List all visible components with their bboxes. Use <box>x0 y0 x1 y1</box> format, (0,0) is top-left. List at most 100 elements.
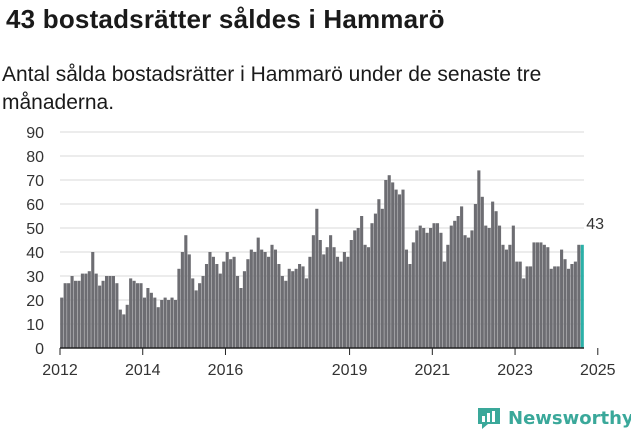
bar <box>446 244 450 348</box>
bar <box>529 266 533 348</box>
bar <box>573 261 577 348</box>
bar <box>108 276 112 348</box>
bar <box>201 276 205 348</box>
bar <box>532 242 536 348</box>
bar <box>194 290 198 348</box>
x-tick-label: 2016 <box>208 362 244 379</box>
bar <box>508 244 512 348</box>
bar <box>329 235 333 348</box>
bar <box>111 276 115 348</box>
bar <box>208 252 212 348</box>
bar <box>263 252 267 348</box>
bar <box>63 283 67 348</box>
x-tick-label: 2014 <box>125 362 161 379</box>
bar <box>553 266 557 348</box>
bar <box>122 314 126 348</box>
bar <box>418 225 422 348</box>
bar <box>270 244 274 348</box>
y-tick-label: 20 <box>26 293 44 310</box>
bar <box>311 235 315 348</box>
bar <box>491 201 495 348</box>
bar <box>346 256 350 348</box>
bar <box>267 256 271 348</box>
bar <box>315 208 319 348</box>
y-axis-ticks: 0 10 20 30 40 50 60 70 80 90 <box>26 125 44 358</box>
bar <box>136 283 140 348</box>
bar <box>435 223 440 348</box>
annotation-label: 43 <box>586 216 604 233</box>
bar <box>94 273 98 348</box>
bar <box>318 240 322 348</box>
bar <box>246 259 250 348</box>
bar <box>484 225 488 348</box>
bar <box>177 268 181 348</box>
bar <box>218 273 222 348</box>
bar <box>160 300 164 348</box>
bar <box>235 276 240 348</box>
bar <box>456 216 460 348</box>
y-tick-label: 70 <box>26 173 44 190</box>
bar <box>542 244 546 348</box>
bar <box>442 261 446 348</box>
bar <box>87 271 91 348</box>
bar <box>463 235 467 348</box>
x-tick-label: 2025 <box>580 362 616 379</box>
bar <box>60 297 64 348</box>
bar <box>432 223 436 348</box>
bar <box>360 216 364 348</box>
bar <box>425 232 429 348</box>
bar <box>373 213 377 348</box>
annotation: 43 <box>586 216 604 233</box>
bar <box>84 273 88 348</box>
bar <box>408 264 412 348</box>
bar <box>363 244 367 348</box>
bar <box>525 266 529 348</box>
bar <box>539 242 543 348</box>
bar <box>325 247 329 348</box>
newsworthy-logo: Newsworthy <box>476 406 631 430</box>
bar <box>473 204 477 348</box>
bar <box>522 278 526 348</box>
bar <box>394 189 398 348</box>
bar <box>366 247 371 348</box>
bar <box>580 244 584 348</box>
bar <box>291 271 295 348</box>
x-tick-label: 2019 <box>332 362 368 379</box>
bar <box>180 252 184 348</box>
bar <box>501 244 505 348</box>
bar <box>391 182 395 348</box>
bar <box>332 247 336 348</box>
bar <box>504 249 508 348</box>
bar <box>577 244 581 348</box>
bar <box>215 264 219 348</box>
bar <box>322 254 326 348</box>
bar <box>139 283 143 348</box>
bar <box>377 199 381 348</box>
bar <box>480 196 484 348</box>
bar <box>566 268 571 348</box>
bar <box>80 273 84 348</box>
bar <box>273 249 278 348</box>
bar <box>198 283 202 348</box>
bar <box>570 264 574 348</box>
bar <box>129 278 133 348</box>
bar <box>356 228 360 348</box>
bar <box>204 264 209 348</box>
bar <box>549 268 553 348</box>
bar <box>167 300 171 348</box>
bar <box>370 223 374 348</box>
bar <box>380 208 384 348</box>
y-tick-label: 50 <box>26 221 44 238</box>
bar <box>339 261 343 348</box>
chart-subtitle: Antal sålda bostadsrätter i Hammarö unde… <box>2 63 542 114</box>
bar <box>335 256 340 348</box>
bar <box>415 230 419 348</box>
bar <box>260 249 264 348</box>
bar <box>411 242 415 348</box>
bar <box>387 175 391 348</box>
bar <box>211 256 215 348</box>
bar <box>342 252 346 348</box>
bar <box>398 194 402 348</box>
bar <box>401 189 405 348</box>
